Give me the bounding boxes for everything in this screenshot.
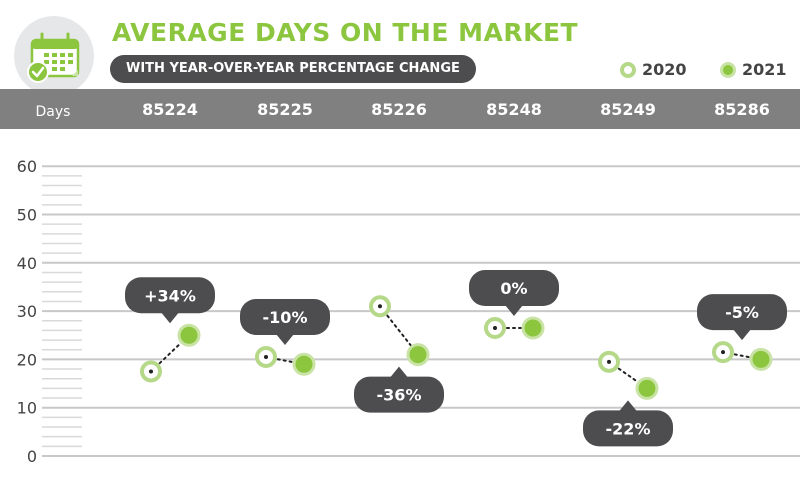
legend-marker-2020 <box>620 62 636 78</box>
calendar-check-icon <box>12 14 96 98</box>
zip-label-85286: 85286 <box>714 100 770 119</box>
point-2021 <box>294 354 314 374</box>
legend-label-2020: 2020 <box>642 60 687 79</box>
zip-label-85225: 85225 <box>257 100 313 119</box>
y-tick-label: 0 <box>27 447 37 466</box>
point-2020-center <box>378 304 382 308</box>
change-label: -5% <box>725 303 759 322</box>
y-tick-label: 60 <box>17 157 37 176</box>
y-tick-label: 40 <box>17 254 37 273</box>
zip-label-85249: 85249 <box>600 100 656 119</box>
chart-title: AVERAGE DAYS ON THE MARKET <box>112 18 578 47</box>
change-callout-pointer <box>161 312 179 323</box>
legend-item-2020: 2020 <box>620 60 687 79</box>
point-2020-center <box>607 360 611 364</box>
point-2021 <box>637 378 657 398</box>
change-label: -36% <box>377 386 422 405</box>
legend-item-2021: 2021 <box>720 60 787 79</box>
point-2021 <box>179 325 199 345</box>
change-callout-pointer <box>390 367 408 378</box>
point-2020-center <box>721 350 725 354</box>
change-label: -22% <box>606 419 651 438</box>
chart-subtitle: WITH YEAR-OVER-YEAR PERCENTAGE CHANGE <box>110 55 476 83</box>
y-tick-label: 30 <box>17 302 37 321</box>
y-tick-label: 50 <box>17 206 37 225</box>
point-2021 <box>408 345 428 365</box>
change-label: 0% <box>500 279 527 298</box>
zip-label-85226: 85226 <box>371 100 427 119</box>
point-2020-center <box>264 355 268 359</box>
point-2021 <box>751 349 771 369</box>
point-2021 <box>523 318 543 338</box>
y-axis-label: Days <box>36 104 71 120</box>
point-2020-center <box>149 369 153 373</box>
change-callout-pointer <box>276 334 294 345</box>
legend-marker-2021 <box>720 62 736 78</box>
zip-label-85224: 85224 <box>142 100 198 119</box>
change-callout-pointer <box>619 400 637 411</box>
legend-label-2021: 2021 <box>742 60 787 79</box>
change-label: -10% <box>263 308 308 327</box>
y-tick-label: 10 <box>17 399 37 418</box>
point-2020-center <box>493 326 497 330</box>
y-tick-label: 20 <box>17 350 37 369</box>
change-label: +34% <box>144 286 196 305</box>
zip-label-85248: 85248 <box>486 100 542 119</box>
change-callout-pointer <box>733 329 751 340</box>
